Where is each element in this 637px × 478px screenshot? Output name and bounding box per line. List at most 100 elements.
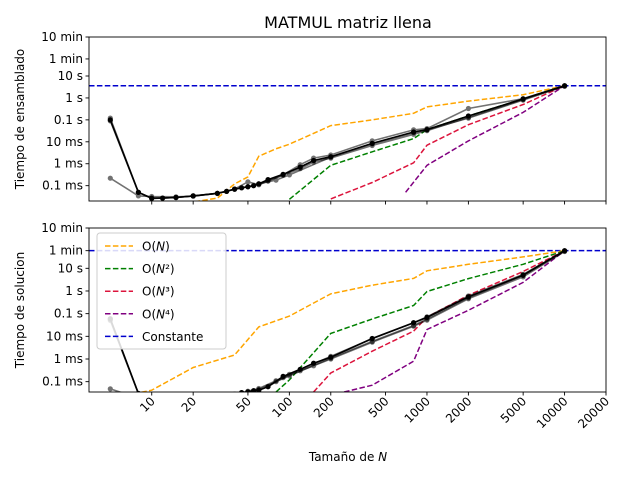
series-O(N²): [275, 249, 565, 392]
measurement-run-2: [107, 83, 568, 201]
data-point: [520, 272, 526, 279]
data-point: [286, 373, 292, 379]
measurement-line: [110, 250, 565, 392]
data-point: [135, 189, 141, 195]
y-tick-label: 1 s: [65, 284, 83, 298]
data-point: [411, 322, 417, 329]
data-point: [245, 389, 251, 392]
y-tick-label: 1 ms: [54, 157, 83, 171]
plot-area: [89, 83, 606, 201]
legend: O(N) O(N²) O(N³) O(N⁴) Constante: [96, 232, 227, 350]
data-point: [286, 172, 292, 178]
data-point: [256, 386, 262, 392]
measurement-line: [109, 250, 566, 392]
data-point: [369, 338, 375, 344]
y-tick-label: 10 s: [58, 261, 83, 275]
measurement-run-3: [107, 83, 568, 200]
y-tick-label: 0.1 s: [54, 113, 83, 127]
series-O(N): [138, 249, 565, 392]
y-axis-label: Tiempo de solucion: [13, 252, 27, 369]
data-point: [215, 394, 220, 399]
series-O(N³): [313, 250, 565, 392]
series-O(N²): [288, 84, 565, 200]
y-tick-label: 10 min: [41, 221, 83, 235]
axes-frame: [88, 227, 607, 393]
data-point: [173, 397, 178, 402]
measurement-line: [109, 85, 565, 200]
data-point: [107, 175, 113, 181]
legend-label: O(N²): [142, 262, 175, 276]
data-point: [273, 177, 279, 183]
y-tick-label: 1 min: [49, 244, 83, 258]
data-point: [273, 379, 279, 385]
y-tick-label: 1 s: [65, 91, 83, 105]
data-point: [424, 316, 430, 322]
y-tick-label: 10 ms: [46, 135, 83, 149]
x-tick-label: 1000: [402, 394, 433, 425]
data-point: [135, 193, 141, 199]
x-tick-label: 20: [179, 394, 200, 415]
data-point: [562, 248, 568, 254]
data-point: [465, 105, 471, 112]
data-point: [256, 181, 262, 187]
data-point: [239, 390, 245, 392]
data-point: [328, 154, 334, 160]
x-tick-label: 200: [311, 394, 337, 420]
data-point: [173, 397, 178, 402]
plot-area: [89, 248, 606, 402]
x-tick-label: 50: [233, 394, 254, 415]
x-tick-label: 5000: [498, 394, 529, 425]
y-tick-label: 1 ms: [54, 352, 83, 366]
measurement-run-1: [107, 83, 568, 201]
series-O(N⁴): [405, 85, 566, 193]
y-tick-label: 10 ms: [46, 329, 83, 343]
data-point: [245, 184, 251, 190]
data-point: [297, 162, 303, 168]
x-axis-label: Tamaño de N: [308, 450, 387, 464]
legend-label: O(N⁴): [142, 307, 175, 321]
y-axis-label: Tiempo de ensamblado: [13, 49, 27, 191]
data-point: [136, 395, 141, 400]
data-point: [107, 118, 113, 124]
data-point: [369, 141, 375, 147]
data-point: [245, 179, 251, 185]
data-point: [424, 127, 430, 133]
data-point: [520, 97, 526, 103]
data-point: [465, 115, 471, 121]
y-tick-label: 0.1 s: [54, 307, 83, 321]
legend-label: O(N): [142, 240, 170, 254]
data-point: [173, 194, 179, 201]
chart-title: MATMUL matriz llena: [264, 13, 432, 32]
data-point: [107, 386, 113, 392]
x-tick-label: 500: [366, 394, 392, 420]
panels: 0.1 ms 1 ms 10 ms 0.1 s 1 s 10 s 1 min 10 min Ti…: [13, 30, 612, 431]
legend-label: Constante: [142, 330, 203, 344]
panel-2: 0.1 ms 1 ms 10 ms 0.1 s 1 s 10 s 1 min 10 min 10…: [13, 221, 612, 431]
data-point: [214, 190, 220, 197]
data-point: [311, 155, 317, 161]
data-point: [215, 394, 220, 399]
data-point: [190, 193, 196, 199]
data-point: [215, 394, 220, 399]
y-tick-label: 0.1 ms: [42, 375, 83, 389]
measurement-run-4: [107, 83, 568, 201]
x-tick-label: 10: [137, 394, 158, 415]
x-tick-label: 20000: [575, 394, 612, 431]
x-axis-label-text: Tamaño de: [308, 450, 378, 464]
series-O(N⁴): [343, 250, 566, 392]
data-point: [215, 394, 220, 399]
legend-box: [96, 232, 227, 350]
data-point: [173, 397, 178, 402]
axes-frame: [88, 36, 607, 202]
y-tick-label: 10 s: [58, 69, 83, 83]
x-tick-label: 100: [269, 394, 295, 420]
legend-label: O(N³): [142, 285, 175, 299]
x-tick-label: 2000: [443, 394, 474, 425]
data-point: [562, 83, 568, 89]
y-tick-label: 0.1 ms: [42, 179, 83, 193]
series-O(N³): [330, 85, 565, 200]
data-point: [232, 186, 238, 192]
x-axis-label-var: N: [378, 450, 387, 464]
y-tick-label: 1 min: [49, 52, 83, 66]
data-point: [465, 295, 471, 301]
